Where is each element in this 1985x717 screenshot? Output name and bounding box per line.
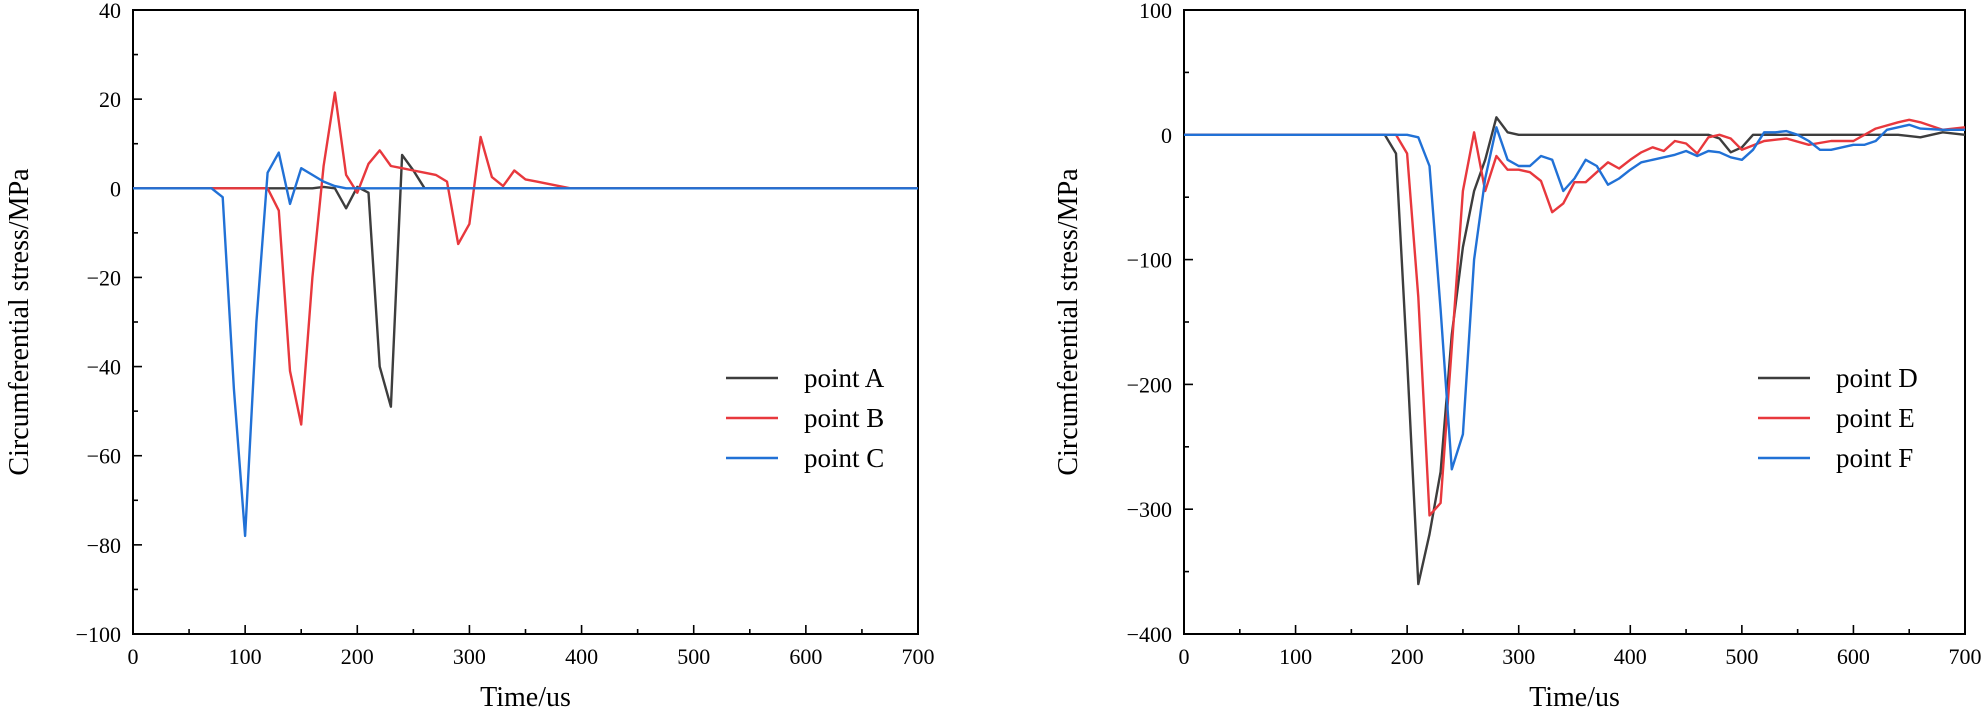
- x-tick-label: 300: [453, 644, 486, 669]
- y-tick-label: −80: [87, 533, 121, 558]
- series-line-point-e: [1184, 118, 1966, 517]
- series-line-point-b: [133, 91, 918, 426]
- legend-label: point A: [804, 363, 885, 393]
- y-tick-label: −40: [87, 355, 121, 380]
- y-tick-label: −20: [87, 265, 121, 290]
- x-tick-label: 400: [1614, 644, 1647, 669]
- y-tick-label: −60: [87, 444, 121, 469]
- y-tick-label: 0: [110, 176, 121, 201]
- y-tick-label: 20: [99, 87, 121, 112]
- x-tick-label: 0: [128, 644, 139, 669]
- y-axis-label: Circumferential stress/MPa: [4, 168, 35, 476]
- y-tick-label: −200: [1127, 372, 1172, 397]
- x-tick-label: 500: [1725, 644, 1758, 669]
- x-tick-label: 200: [341, 644, 374, 669]
- x-tick-label: 100: [229, 644, 262, 669]
- series-line-point-c: [133, 151, 918, 538]
- y-tick-label: 100: [1139, 0, 1172, 23]
- legend-label: point D: [1836, 363, 1918, 393]
- legend-label: point E: [1836, 403, 1915, 433]
- y-tick-label: 0: [1161, 123, 1172, 148]
- x-tick-label: 400: [565, 644, 598, 669]
- y-tick-label: −100: [76, 622, 121, 647]
- chart-right: 0 100 200 300 400 500 600 700 100 0 −100 −200 −300 −4…: [1053, 0, 1982, 713]
- y-tick-label: 40: [99, 0, 121, 23]
- legend-label: point F: [1836, 443, 1913, 473]
- x-tick-label: 100: [1279, 644, 1312, 669]
- series-line-point-f: [1184, 123, 1965, 471]
- y-tick-label: −100: [1127, 248, 1172, 273]
- y-tick-label: −400: [1127, 622, 1172, 647]
- x-axis-label: Time/us: [1529, 682, 1620, 713]
- x-tick-label: 300: [1502, 644, 1535, 669]
- y-axis-label: Circumferential stress/MPa: [1053, 168, 1084, 476]
- x-tick-label: 200: [1391, 644, 1424, 669]
- x-tick-label: 500: [677, 644, 710, 669]
- plot-frame: [132, 9, 919, 635]
- x-axis-label: Time/us: [480, 682, 571, 713]
- chart-left: 0 100 200 300 400 500 600 70040200−20−40−60−80−…: [4, 0, 935, 713]
- legend-label: point B: [804, 403, 884, 433]
- y-tick-label: −300: [1127, 497, 1172, 522]
- legend-label: point C: [804, 443, 884, 473]
- plot-frame: [1183, 9, 1966, 635]
- x-tick-label: 600: [789, 644, 822, 669]
- x-tick-label: 700: [902, 644, 935, 669]
- series-line-point-d: [1184, 116, 1966, 586]
- x-tick-label: 700: [1949, 644, 1982, 669]
- series-line-point-a: [133, 153, 918, 408]
- x-tick-label: 600: [1837, 644, 1870, 669]
- x-tick-label: 0: [1179, 644, 1190, 669]
